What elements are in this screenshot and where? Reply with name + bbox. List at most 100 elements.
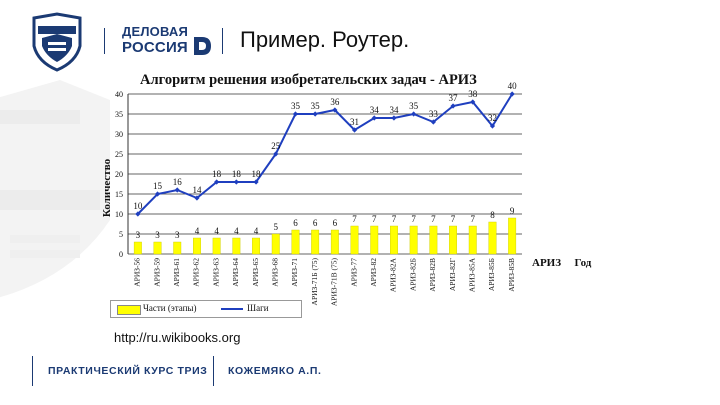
chart-x-label-year: Год — [574, 257, 592, 269]
line-value-label: 33 — [429, 109, 439, 119]
bar-value-label: 3 — [136, 230, 141, 240]
footer-divider — [32, 356, 33, 386]
line-value-label: 18 — [232, 169, 242, 179]
line-point — [470, 99, 476, 105]
line-point — [489, 123, 496, 129]
x-tick-label: АРИЗ-85В — [507, 258, 516, 292]
bar-value-label: 7 — [372, 214, 377, 224]
line-value-label: 15 — [153, 181, 163, 191]
x-tick-label: АРИЗ-82Г — [448, 257, 457, 291]
bar-parts — [311, 229, 320, 255]
bar-parts — [350, 225, 359, 255]
chart-legend: Части (этапы) Шаги — [110, 300, 302, 318]
footer-author: КОЖЕМЯКО А.П. — [228, 365, 322, 377]
header-divider — [104, 28, 105, 54]
bar-parts — [330, 229, 339, 255]
watermark-emblem — [0, 80, 110, 298]
bar-value-label: 4 — [214, 226, 219, 236]
bar-parts — [153, 241, 162, 255]
line-steps — [137, 93, 514, 215]
x-tick-label: АРИЗ-56 — [133, 258, 142, 287]
line-point — [273, 151, 279, 157]
brand-line2: РОССИЯ — [122, 39, 188, 56]
x-tick-label: АРИЗ-63 — [211, 258, 220, 287]
line-point — [194, 195, 200, 201]
line-value-label: 34 — [370, 105, 380, 115]
brand-d-icon — [194, 37, 211, 55]
bar-parts — [429, 225, 438, 255]
line-point — [351, 127, 358, 133]
line-value-label: 34 — [389, 105, 399, 115]
line-point — [154, 191, 161, 197]
chart-title: Алгоритм решения изобретательских задач … — [140, 72, 477, 88]
bar-parts — [173, 241, 182, 255]
line-point — [371, 115, 377, 121]
legend-swatch-parts — [117, 305, 141, 315]
line-point — [214, 179, 220, 185]
line-value-label: 18 — [212, 169, 222, 179]
bar-value-label: 7 — [431, 214, 436, 224]
bar-parts — [232, 237, 241, 255]
line-value-label: 14 — [192, 185, 202, 195]
x-tick-label: АРИЗ-59 — [152, 258, 161, 287]
bar-parts — [390, 225, 398, 255]
source-link[interactable]: http://ru.wikibooks.org — [114, 330, 241, 345]
bar-parts — [409, 225, 418, 255]
x-tick-label: АРИЗ-71В (75) — [330, 258, 339, 307]
line-value-label: 10 — [133, 201, 143, 211]
line-point — [312, 111, 318, 117]
y-tick-label: 10 — [115, 210, 123, 219]
bar-value-label: 3 — [175, 230, 180, 240]
bar-parts — [193, 237, 201, 255]
bar-parts — [468, 225, 477, 255]
chart-x-axis-labels: АРИЗ Год — [532, 257, 591, 269]
line-value-label: 35 — [291, 101, 301, 111]
bar-value-label: 7 — [471, 214, 476, 224]
bar-value-label: 4 — [254, 226, 259, 236]
slide-title: Пример. Роутер. — [240, 27, 410, 52]
x-tick-label: АРИЗ-82В — [428, 258, 437, 292]
bar-value-label: 3 — [155, 230, 160, 240]
y-tick-label: 15 — [115, 190, 123, 199]
y-tick-label: 25 — [115, 150, 123, 159]
y-tick-label: 30 — [115, 130, 123, 139]
ariz-chart: Алгоритм решения изобретательских задач … — [96, 72, 604, 320]
line-point — [135, 211, 141, 217]
line-point — [233, 179, 239, 185]
legend-label-parts: Части (этапы) — [143, 303, 197, 313]
bar-parts — [133, 241, 142, 255]
bar-value-label: 7 — [451, 214, 456, 224]
bar-parts — [271, 233, 280, 255]
footer-divider — [213, 356, 214, 386]
bar-parts — [252, 237, 260, 255]
y-tick-label: 40 — [115, 90, 123, 99]
x-tick-label: АРИЗ-68 — [270, 258, 279, 287]
bar-value-label: 6 — [333, 218, 338, 228]
legend-label-steps: Шаги — [247, 303, 269, 313]
line-value-label: 35 — [409, 101, 419, 111]
bar-value-label: 7 — [392, 214, 397, 224]
line-value-label: 38 — [468, 89, 478, 99]
y-tick-label: 35 — [115, 110, 123, 119]
x-tick-label: АРИЗ-71Б (75) — [310, 257, 319, 305]
line-value-label: 40 — [508, 81, 518, 91]
bar-value-label: 9 — [510, 206, 515, 216]
x-tick-label: АРИЗ-85Б — [487, 258, 496, 291]
line-point — [391, 115, 397, 121]
bar-parts — [291, 229, 300, 255]
legend-swatch-steps — [221, 308, 243, 310]
line-point — [411, 111, 417, 117]
bar-parts — [508, 217, 517, 255]
x-tick-label: АРИЗ-85А — [467, 257, 476, 292]
line-value-label: 31 — [350, 117, 359, 127]
slide-header: ДЕЛОВАЯ РОССИЯ Пример. Роутер. — [0, 0, 720, 72]
bar-parts — [212, 237, 221, 255]
chart-x-label-ariz: АРИЗ — [532, 257, 562, 269]
x-tick-label: АРИЗ-65 — [251, 258, 260, 287]
x-tick-label: АРИЗ-82А — [389, 257, 398, 292]
x-tick-label: АРИЗ-82Б — [408, 258, 417, 291]
line-value-label: 36 — [330, 97, 340, 107]
academy-emblem-icon — [32, 12, 82, 72]
brand-line1: ДЕЛОВАЯ — [122, 24, 189, 39]
line-value-label: 35 — [311, 101, 321, 111]
